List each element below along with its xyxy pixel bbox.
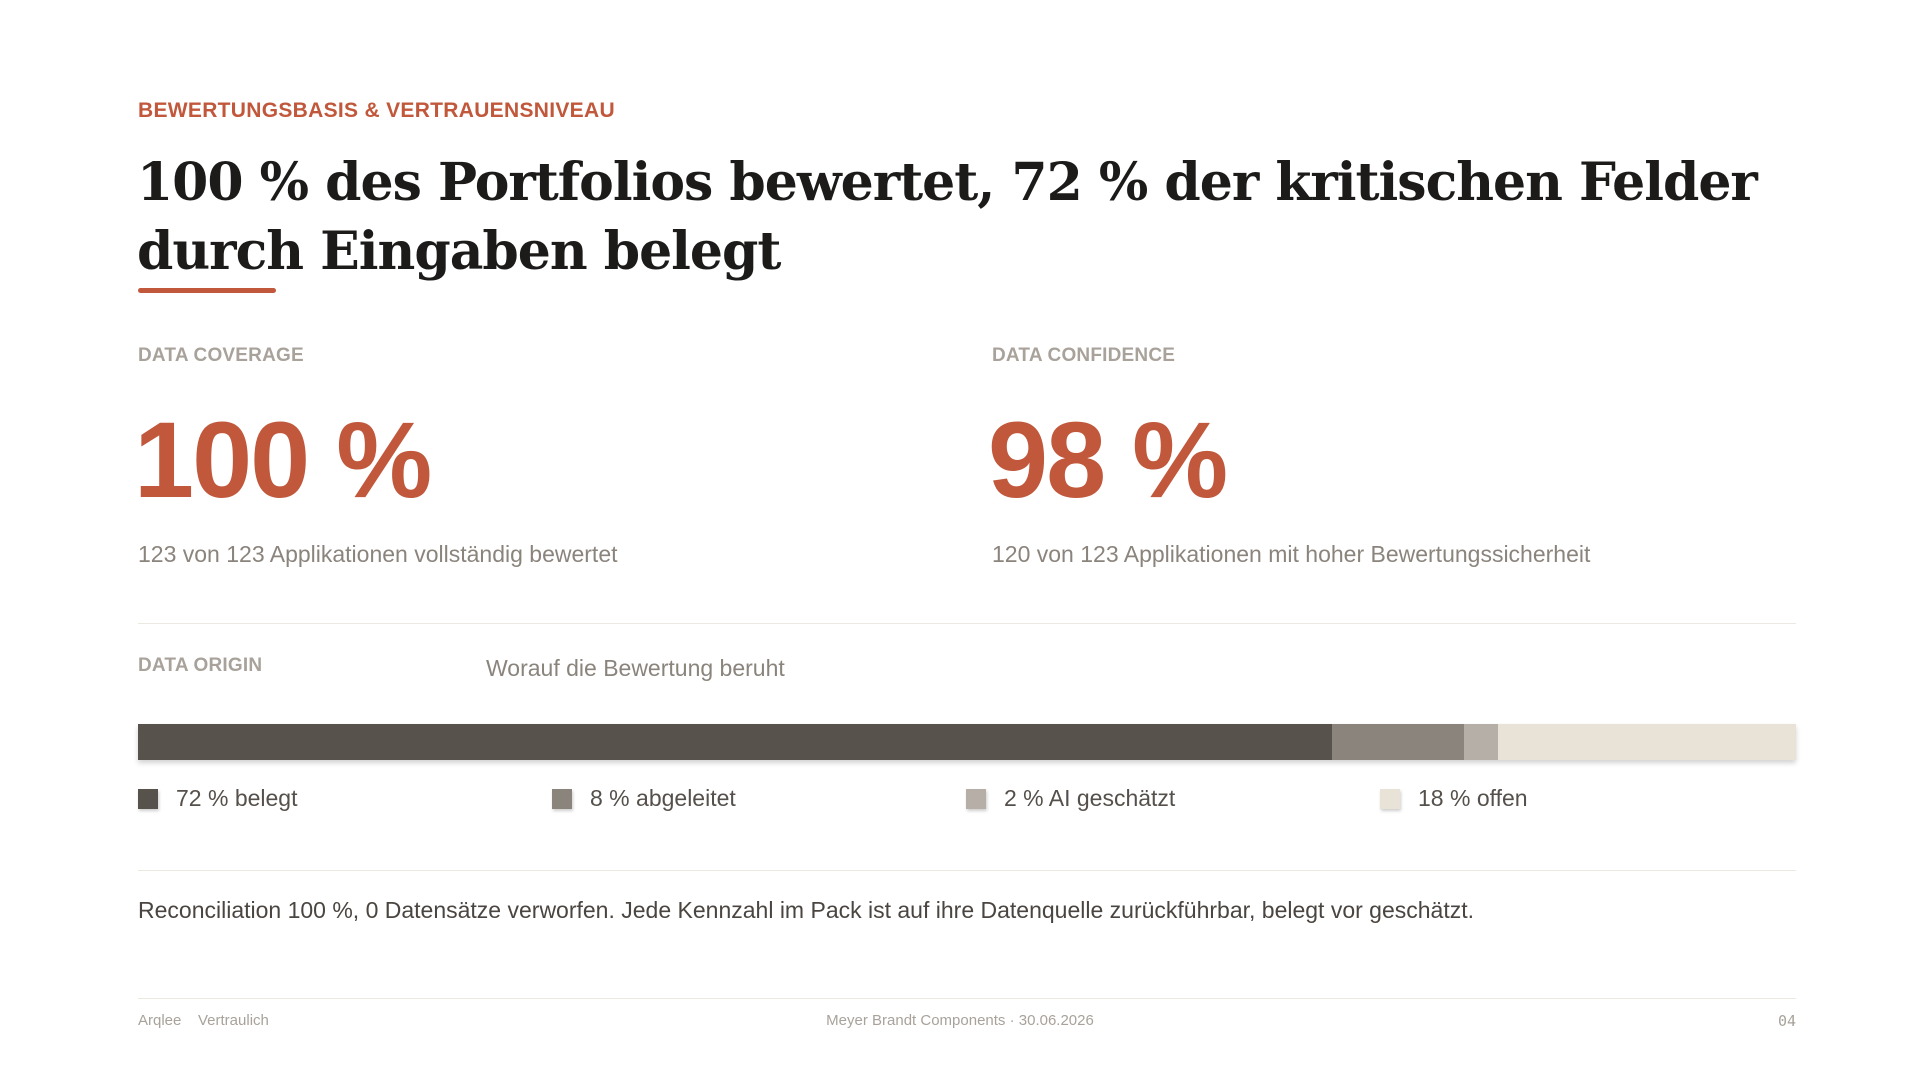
legend-label-abgeleitet: 8 % abgeleitet: [590, 785, 736, 811]
legend-label-offen: 18 % offen: [1418, 785, 1528, 811]
section-divider: [138, 623, 1796, 624]
page-number: 04: [1777, 1012, 1796, 1030]
bar-segment-abgeleitet: [1331, 724, 1465, 760]
origin-description: Worauf die Bewertung beruht: [486, 655, 785, 681]
bar-segment-ai-geschaetzt: [1464, 724, 1498, 760]
footer-divider: [138, 998, 1796, 999]
confidence-label: DATA CONFIDENCE: [992, 345, 1176, 366]
coverage-value: 100 %: [134, 399, 432, 520]
reconciliation-note: Reconciliation 100 %, 0 Datensätze verwo…: [138, 897, 1475, 923]
footer-client-date: Meyer Brandt Components · 30.06.2026: [826, 1012, 1094, 1029]
footer-brand: Arqlee: [138, 1012, 182, 1029]
coverage-subtext: 123 von 123 Applikationen vollständig be…: [138, 541, 618, 567]
footer-confidentiality: Vertraulich: [198, 1012, 269, 1029]
legend-item-offen: 18 % offen: [1380, 785, 1528, 812]
confidence-subtext: 120 von 123 Applikationen mit hoher Bewe…: [992, 541, 1591, 567]
legend-item-abgeleitet: 8 % abgeleitet: [552, 785, 736, 812]
origin-label: DATA ORIGIN: [138, 655, 263, 676]
legend-swatch-belegt: [138, 788, 158, 809]
title-accent-underline: [138, 288, 276, 293]
legend-swatch-offen: [1380, 788, 1400, 809]
legend-swatch-ai-geschaetzt: [966, 788, 986, 809]
note-divider: [138, 870, 1796, 871]
legend-item-ai-geschaetzt: 2 % AI geschätzt: [966, 785, 1175, 812]
confidence-value: 98 %: [988, 399, 1228, 520]
bar-segment-offen: [1497, 724, 1796, 760]
legend-label-belegt: 72 % belegt: [176, 785, 298, 811]
coverage-label: DATA COVERAGE: [138, 345, 304, 366]
bar-segment-belegt: [138, 724, 1332, 760]
data-origin-stacked-bar: [138, 724, 1796, 760]
legend-label-ai-geschaetzt: 2 % AI geschätzt: [1004, 785, 1176, 811]
section-eyebrow: BEWERTUNGSBASIS & VERTRAUENSNIVEAU: [138, 99, 615, 122]
legend-item-belegt: 72 % belegt: [138, 785, 297, 812]
page-title: 100 % des Portfolios bewertet, 72 % der …: [137, 152, 1758, 282]
legend-swatch-abgeleitet: [552, 788, 572, 809]
